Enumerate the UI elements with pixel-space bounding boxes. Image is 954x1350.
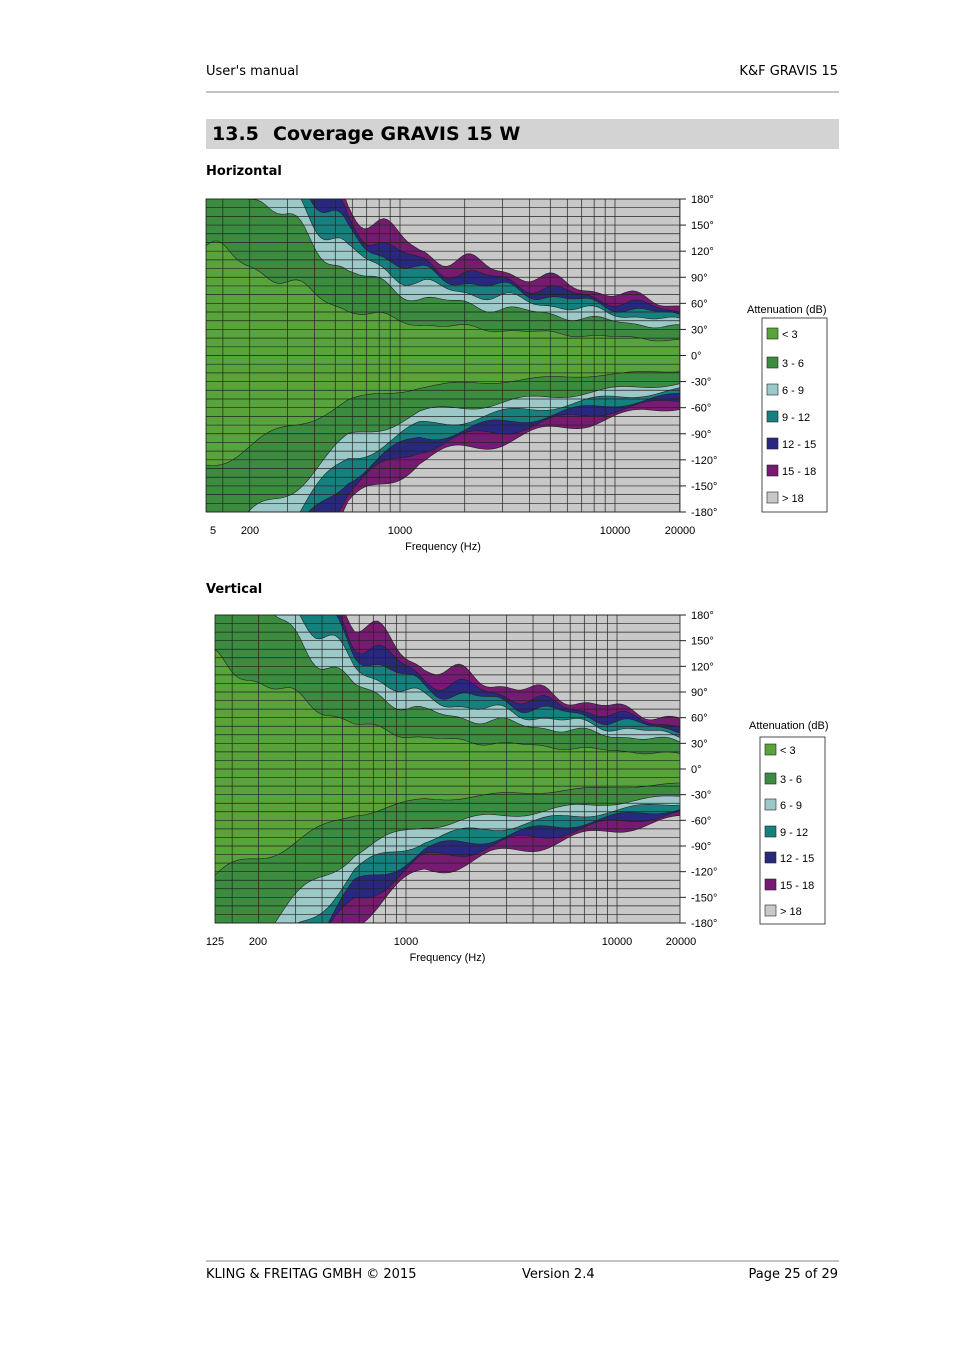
y-tick-label: -90° [691,429,711,441]
footer-left: KLING & FREITAG GMBH © 2015 [206,1267,417,1282]
x-axis-label: Frequency (Hz) [410,952,486,964]
legend-swatch [764,825,777,838]
footer-center: Version 2.4 [522,1267,595,1282]
legend-label: 12 - 15 [780,853,814,865]
legend-swatch [766,327,779,340]
x-axis-label: Frequency (Hz) [405,541,481,553]
legend-swatch [764,772,777,785]
y-tick-label: -120° [691,867,717,879]
y-tick-label: 60° [691,713,708,725]
y-tick-label: 30° [691,738,708,750]
y-tick-label: 150° [691,220,714,232]
header-left: User's manual [206,64,299,79]
legend-swatch [766,464,779,477]
legend-title: Attenuation (dB) [747,304,827,316]
x-tick-label: 5 [210,525,216,537]
y-tick-label: 150° [691,636,714,648]
y-tick-label: 30° [691,324,708,336]
y-tick-label: -180° [691,918,717,930]
y-tick-label: -60° [691,815,711,827]
legend-label: 15 - 18 [780,880,814,892]
legend-swatch [764,904,777,917]
y-tick-label: -90° [691,841,711,853]
legend-label: 3 - 6 [780,774,802,786]
legend-label: 12 - 15 [782,439,816,451]
x-tick-label: 200 [249,936,267,948]
y-tick-label: -60° [691,403,711,415]
legend-label: 9 - 12 [780,827,808,839]
x-tick-label: 125 [206,936,224,948]
legend-label: > 18 [780,906,802,918]
y-tick-label: 90° [691,687,708,699]
legend-swatch [766,383,779,396]
plot-heading: Horizontal [206,164,282,179]
x-tick-label: 1000 [394,936,418,948]
legend-label: 3 - 6 [782,358,804,370]
legend-title: Attenuation (dB) [749,720,829,732]
section-bar [206,119,839,149]
y-tick-label: -30° [691,790,711,802]
band [215,648,680,876]
x-tick-label: 20000 [666,936,697,948]
y-tick-label: 0° [691,351,702,363]
legend-label: 6 - 9 [780,800,802,812]
legend-swatch [766,410,779,423]
x-tick-label: 1000 [388,525,412,537]
x-tick-label: 10000 [602,936,633,948]
y-tick-label: 120° [691,246,714,258]
y-tick-label: -30° [691,377,711,389]
plot-heading: Vertical [206,582,262,597]
legend-swatch [764,743,777,756]
legend-swatch [764,878,777,891]
y-tick-label: -120° [691,455,717,467]
y-tick-label: 120° [691,661,714,673]
x-tick-label: 200 [241,525,259,537]
y-tick-label: 0° [691,764,702,776]
legend-label: < 3 [782,329,798,341]
legend-label: 15 - 18 [782,466,816,478]
legend-swatch [764,851,777,864]
section-title: Coverage GRAVIS 15 W [273,123,520,145]
legend-label: > 18 [782,493,804,505]
x-tick-label: 10000 [600,525,631,537]
legend-label: 9 - 12 [782,412,810,424]
y-tick-label: 180° [691,194,714,206]
y-tick-label: -150° [691,892,717,904]
y-tick-label: 60° [691,298,708,310]
legend-swatch [766,356,779,369]
y-tick-label: -180° [691,507,717,519]
band [206,240,680,466]
x-tick-label: 20000 [665,525,696,537]
section-number: 13.5 [212,123,259,145]
legend-label: < 3 [780,745,796,757]
legend-swatch [766,437,779,450]
legend-label: 6 - 9 [782,385,804,397]
y-tick-label: 180° [691,610,714,622]
legend-swatch [764,798,777,811]
y-tick-label: 90° [691,272,708,284]
y-tick-label: -150° [691,481,717,493]
legend-swatch [766,491,779,504]
footer-right: Page 25 of 29 [749,1267,838,1282]
header-right: K&F GRAVIS 15 [739,64,838,79]
